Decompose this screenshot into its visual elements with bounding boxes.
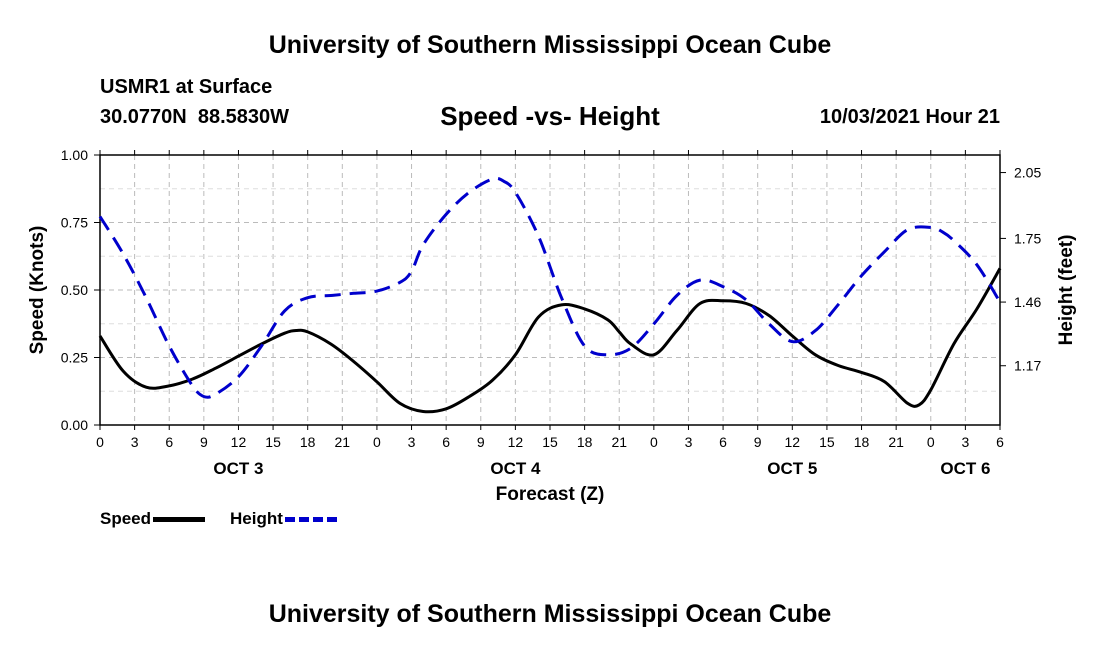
station-label: USMR1 at Surface xyxy=(100,76,273,98)
y-right-tick-label: 1.75 xyxy=(1014,230,1041,246)
y-left-tick-label: 0.50 xyxy=(61,282,88,298)
x-tick-label: 0 xyxy=(373,434,381,450)
footer-title: University of Southern Mississippi Ocean… xyxy=(268,600,832,628)
y-left-tick-label: 1.00 xyxy=(61,147,88,163)
y-left-axis-title: Speed (Knots) xyxy=(27,226,48,355)
day-label: OCT 4 xyxy=(490,459,541,478)
x-tick-label: 12 xyxy=(508,434,524,450)
x-tick-label: 6 xyxy=(996,434,1004,450)
x-tick-label: 9 xyxy=(477,434,485,450)
legend-height-swatch xyxy=(284,516,337,522)
plot-frame xyxy=(99,154,1001,426)
x-tick-label: 12 xyxy=(231,434,247,450)
day-label: OCT 3 xyxy=(213,459,263,478)
y-left-tick-label: 0.00 xyxy=(61,417,88,433)
x-tick-label: 6 xyxy=(719,434,727,450)
x-tick-label: 0 xyxy=(927,434,935,450)
x-tick-label: 21 xyxy=(611,434,627,450)
y-right-axis-title: Height (feet) xyxy=(1056,235,1077,346)
y-right-tick-label: 1.46 xyxy=(1014,294,1041,310)
legend-speed-label: Speed xyxy=(100,509,152,528)
legend-height: Height xyxy=(230,509,337,529)
legend-speed-swatch xyxy=(153,516,206,522)
x-tick-label: 6 xyxy=(165,434,173,450)
day-label: OCT 6 xyxy=(940,459,990,478)
y-right-tick-label: 1.17 xyxy=(1014,358,1041,374)
series-line-height xyxy=(98,176,1002,399)
x-tick-label: 15 xyxy=(265,434,281,450)
x-tick-label: 0 xyxy=(650,434,658,450)
legend-speed: Speed xyxy=(100,509,206,529)
x-axis-title: Forecast (Z) xyxy=(496,484,605,505)
x-tick-label: 3 xyxy=(408,434,416,450)
x-tick-label: 21 xyxy=(335,434,351,450)
x-tick-label: 18 xyxy=(577,434,593,450)
datetime-label: 10/03/2021 Hour 21 xyxy=(819,106,1000,128)
y-left-tick-label: 0.25 xyxy=(61,350,88,366)
x-tick-label: 3 xyxy=(685,434,693,450)
y-right-tick-label: 2.05 xyxy=(1014,165,1041,181)
x-tick-label: 18 xyxy=(854,434,870,450)
x-tick-label: 3 xyxy=(131,434,139,450)
x-tick-label: 18 xyxy=(300,434,316,450)
coordinates-label: 30.0770N 88.5830W xyxy=(100,106,290,128)
plot-title: Speed -vs- Height xyxy=(440,101,660,131)
y-left-tick-label: 0.75 xyxy=(61,215,88,231)
legend-height-label: Height xyxy=(230,509,283,528)
x-tick-label: 9 xyxy=(200,434,208,450)
x-tick-label: 12 xyxy=(785,434,801,450)
x-tick-label: 6 xyxy=(442,434,450,450)
x-tick-label: 15 xyxy=(819,434,835,450)
x-tick-label: 3 xyxy=(961,434,969,450)
day-label: OCT 5 xyxy=(767,459,817,478)
page-title: University of Southern Mississippi Ocean… xyxy=(268,31,832,59)
x-tick-label: 0 xyxy=(96,434,104,450)
x-tick-label: 9 xyxy=(754,434,762,450)
x-tick-label: 15 xyxy=(542,434,558,450)
x-tick-label: 21 xyxy=(888,434,904,450)
